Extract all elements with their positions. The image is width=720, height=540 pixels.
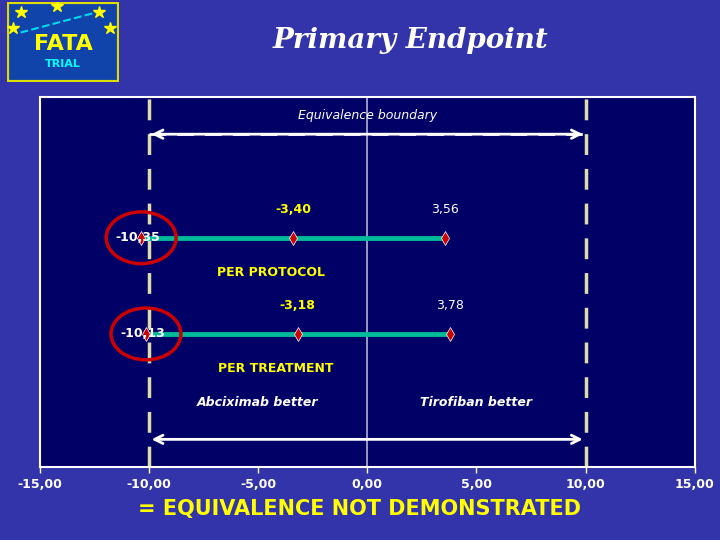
Text: Tirofiban better: Tirofiban better (420, 396, 532, 409)
Text: TRIAL: TRIAL (45, 59, 81, 70)
Text: Equivalence boundary: Equivalence boundary (297, 109, 437, 122)
Text: 3,56: 3,56 (431, 202, 459, 215)
Text: -3,18: -3,18 (280, 299, 315, 312)
Text: -3,40: -3,40 (275, 202, 311, 215)
Text: 3,78: 3,78 (436, 299, 464, 312)
Text: PER TREATMENT: PER TREATMENT (218, 362, 333, 375)
FancyBboxPatch shape (7, 2, 119, 82)
Text: Primary Endpoint: Primary Endpoint (273, 26, 548, 53)
Text: -10,13: -10,13 (120, 327, 165, 340)
Text: Abciximab better: Abciximab better (197, 396, 319, 409)
Text: FATA: FATA (34, 33, 92, 53)
Text: -10,35: -10,35 (115, 231, 161, 244)
Text: PER PROTOCOL: PER PROTOCOL (217, 266, 325, 279)
Text: = EQUIVALENCE NOT DEMONSTRATED: = EQUIVALENCE NOT DEMONSTRATED (138, 499, 582, 519)
